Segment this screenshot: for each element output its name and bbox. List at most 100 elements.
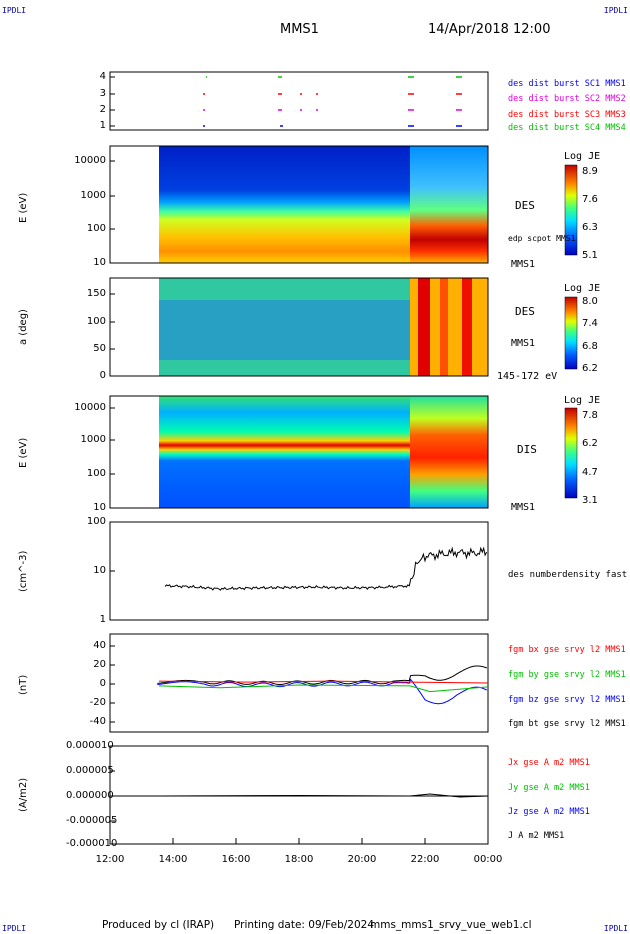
dis_energy-ytick: 10 xyxy=(93,502,106,513)
dis-energy-panel xyxy=(109,395,578,509)
des-energy-sc: MMS1 xyxy=(511,259,536,270)
density-line xyxy=(164,546,488,591)
bfield-ytick: -40 xyxy=(89,716,106,727)
time-tick-label: 22:00 xyxy=(410,854,440,865)
density-panel xyxy=(109,521,489,621)
des-energy-panel xyxy=(109,145,578,264)
corner-label-top-right: IPDLI xyxy=(603,6,628,15)
des_energy-colorbar-tick: 5.1 xyxy=(582,250,598,261)
current-ytick: -0.000010 xyxy=(66,838,118,849)
bfield-ytick: -20 xyxy=(89,697,106,708)
time-tick-label: 00:00 xyxy=(473,854,503,865)
dis_energy-ytick: 1000 xyxy=(80,434,106,445)
spacecraft-title: MMS1 xyxy=(280,22,319,37)
current-legend-item: Jz gse A m2 MMS1 xyxy=(508,807,590,817)
des-energy-colorbar xyxy=(564,164,578,256)
burst-panel xyxy=(109,71,489,131)
des-energy-ylabel: E (eV) xyxy=(18,192,29,223)
current-ylabel: (A/m2) xyxy=(18,777,29,812)
des_pitch-ytick: 100 xyxy=(86,316,106,327)
dis-energy-ylabel: E (eV) xyxy=(18,437,29,468)
current-line xyxy=(158,793,489,798)
des-energy-frame xyxy=(109,145,489,264)
dis-energy-frame xyxy=(109,395,489,509)
burst-legend-item: des dist burst SC2 MMS2 xyxy=(508,94,626,104)
burst-ytick: 2 xyxy=(99,104,106,115)
des_energy-ytick: 100 xyxy=(86,223,106,234)
des-pitch-energy-range: 145-172 eV xyxy=(497,371,558,382)
current-legend-item: Jy gse A m2 MMS1 xyxy=(508,783,590,793)
bfield-ytick: 0 xyxy=(99,678,106,689)
footer-printing-date: Printing date: 09/Feb/2024 xyxy=(234,919,375,931)
burst-panel-frame xyxy=(109,71,489,131)
current-ytick: -0.000005 xyxy=(66,815,118,826)
bfield-ylabel: (nT) xyxy=(18,674,29,695)
burst-ytick: 4 xyxy=(99,71,106,82)
des-pitch-panel xyxy=(109,277,578,377)
by-line xyxy=(158,684,489,693)
bfield-ytick: 20 xyxy=(93,659,106,670)
des-pitch-colorbar xyxy=(564,296,578,370)
des-energy-overlay: edp scpot MMS1 xyxy=(508,234,576,243)
dis_energy-colorbar-tick: 7.8 xyxy=(582,410,598,421)
time-tick-label: 18:00 xyxy=(284,854,314,865)
des-pitch-frame xyxy=(109,277,489,377)
dis_energy-colorbar-tick: 3.1 xyxy=(582,495,598,506)
dis-energy-sc: MMS1 xyxy=(511,502,536,513)
des_pitch-ytick: 150 xyxy=(86,288,106,299)
dis-energy-spectrogram xyxy=(159,396,410,508)
des_energy-ytick: 10000 xyxy=(74,155,106,166)
des_pitch-colorbar-tick: 7.4 xyxy=(582,318,598,330)
time-tick-label: 16:00 xyxy=(221,854,251,865)
time-tick-label: 12:00 xyxy=(95,854,125,865)
des_energy-ytick: 1000 xyxy=(80,190,106,201)
des_energy-colorbar-tick: 8.9 xyxy=(582,166,598,177)
dis-energy-colorbar xyxy=(564,407,578,499)
current-frame xyxy=(109,745,489,845)
current-ytick: 0.000005 xyxy=(66,765,114,776)
bfield-legend-item: fgm bz gse srvy l2 MMS1 xyxy=(508,695,626,705)
current-panel xyxy=(109,745,489,845)
des_pitch-colorbar-tick: 6.2 xyxy=(582,363,598,374)
time-tick-label: 20:00 xyxy=(347,854,377,865)
dis_energy-ytick: 100 xyxy=(86,468,106,479)
dis_energy-colorbar-tick: 4.7 xyxy=(582,466,598,478)
density-ytick: 10 xyxy=(93,565,106,576)
bfield-ytick: 40 xyxy=(93,640,106,651)
bfield-legend-item: fgm bx gse srvy l2 MMS1 xyxy=(508,645,626,655)
density-ytick: 100 xyxy=(86,516,106,527)
burst-ytick: 3 xyxy=(99,88,106,99)
des-pitch-sc: MMS1 xyxy=(511,338,536,349)
corner-label-top-left: IPDLI xyxy=(2,6,27,15)
des-pitch-ylabel: a (deg) xyxy=(18,309,29,345)
bfield-legend-item: fgm by gse srvy l2 MMS1 xyxy=(508,670,626,680)
density-legend: des numberdensity fast M xyxy=(508,570,630,580)
des-energy-species: DES xyxy=(515,199,535,212)
des-energy-colorbar-title: Log JE xyxy=(564,151,601,162)
des-pitch-species: DES xyxy=(515,305,535,318)
density-ytick: 1 xyxy=(99,614,106,625)
density-frame xyxy=(109,521,489,621)
des_energy-ytick: 10 xyxy=(93,257,106,268)
corner-label-bottom-right: IPDLI xyxy=(603,924,628,933)
des_pitch-colorbar-tick: 8.0 xyxy=(582,296,598,307)
current-legend-item: J A m2 MMS1 xyxy=(508,831,565,841)
burst-legend-item: des dist burst SC4 MMS4 xyxy=(508,123,626,133)
burst-legend-item: des dist burst SC3 MMS3 xyxy=(508,110,626,120)
des-energy-spectrogram xyxy=(159,146,410,263)
date-title: 14/Apr/2018 12:00 xyxy=(428,22,551,37)
dis-energy-colorbar-title: Log JE xyxy=(564,395,601,406)
footer-filename: mms_mms1_srvy_vue_web1.cl xyxy=(370,919,532,931)
dis_energy-colorbar-tick: 6.2 xyxy=(582,438,598,450)
burst-legend-item: des dist burst SC1 MMS1 xyxy=(508,79,626,89)
bz-line xyxy=(157,678,488,705)
des_pitch-ytick: 50 xyxy=(93,343,106,354)
des_energy-colorbar-tick: 7.6 xyxy=(582,194,598,205)
des_pitch-ytick: 0 xyxy=(99,370,106,381)
burst-ytick: 1 xyxy=(99,120,106,131)
current-legend-item: Jx gse A m2 MMS1 xyxy=(508,758,590,768)
des_energy-colorbar-tick: 6.3 xyxy=(582,222,598,233)
dis-energy-spectrogram-late xyxy=(410,396,488,508)
current-ytick: 0.000010 xyxy=(66,740,114,751)
des-energy-spectrogram-late xyxy=(410,146,488,263)
